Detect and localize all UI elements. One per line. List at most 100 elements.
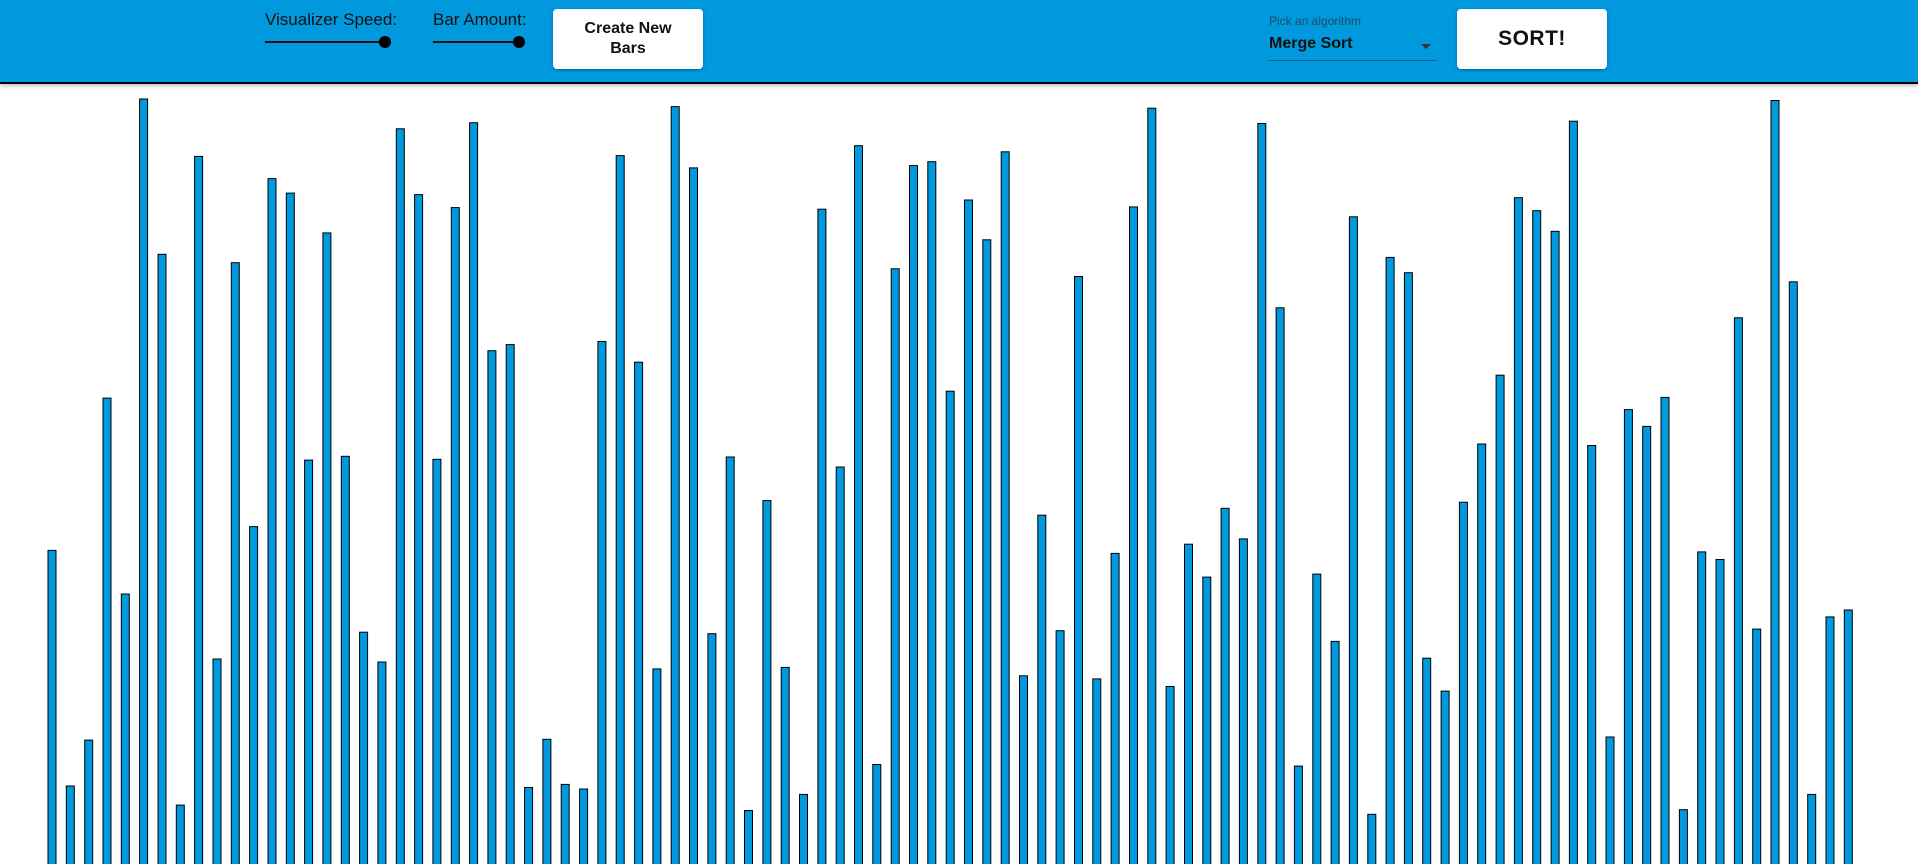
- bar: [1568, 120, 1578, 864]
- bar: [102, 397, 112, 864]
- bar: [359, 631, 369, 864]
- bar: [670, 106, 680, 864]
- top-toolbar: Visualizer Speed: Bar Amount: Create New…: [0, 0, 1918, 84]
- bar: [1074, 276, 1083, 864]
- bar: [139, 98, 149, 864]
- bar: [1623, 409, 1633, 864]
- bar: [1605, 736, 1615, 864]
- bar: [982, 239, 992, 864]
- bar: [505, 344, 515, 864]
- bar: [1697, 551, 1707, 864]
- bar: [1495, 374, 1505, 864]
- bar: [707, 633, 717, 864]
- bar: [1165, 686, 1175, 864]
- bar: [1825, 616, 1835, 864]
- bar: [1330, 640, 1340, 864]
- bar: [560, 783, 570, 864]
- bar: [1587, 445, 1597, 864]
- bar-amount-control: Bar Amount:: [433, 10, 527, 30]
- bar: [799, 793, 808, 864]
- bar: [1110, 552, 1120, 864]
- bar: [909, 165, 918, 864]
- bar: [1147, 107, 1157, 864]
- algorithm-select[interactable]: Pick an algorithm Merge Sort: [1269, 14, 1437, 61]
- bar: [964, 199, 973, 864]
- bar: [1642, 425, 1652, 864]
- bar: [377, 661, 387, 864]
- bar: [322, 232, 332, 864]
- bar: [1184, 543, 1193, 864]
- bar-amount-label: Bar Amount:: [433, 10, 527, 29]
- bar-amount-slider[interactable]: [433, 36, 525, 48]
- bar: [1513, 197, 1523, 864]
- algorithm-select-value: Merge Sort: [1269, 35, 1353, 52]
- bar: [84, 739, 94, 864]
- bar: [1092, 678, 1102, 864]
- bar: [762, 500, 772, 864]
- bar: [634, 361, 644, 864]
- bar: [1019, 675, 1028, 864]
- bar: [1037, 514, 1047, 864]
- bar: [1807, 793, 1817, 864]
- bar: [689, 167, 698, 864]
- bar: [65, 785, 75, 864]
- bar: [1367, 813, 1377, 864]
- bar: [1733, 317, 1743, 864]
- bar: [1477, 443, 1487, 864]
- bar: [744, 810, 753, 864]
- bar: [249, 526, 259, 864]
- bar: [450, 207, 460, 864]
- bar: [304, 459, 314, 864]
- bar-chart: [47, 98, 1853, 864]
- bar: [579, 788, 589, 864]
- create-new-bars-button[interactable]: Create New Bars: [553, 9, 703, 69]
- bar: [945, 390, 955, 864]
- bar: [1550, 230, 1560, 864]
- bar: [1660, 396, 1670, 864]
- visualizer-speed-control: Visualizer Speed:: [265, 10, 397, 30]
- bar: [194, 155, 204, 864]
- bar: [1770, 100, 1780, 864]
- bar: [725, 456, 735, 864]
- bar: [487, 350, 497, 864]
- bar: [1238, 538, 1248, 864]
- bar: [1312, 573, 1322, 864]
- bar: [1257, 123, 1267, 864]
- bar: [1843, 609, 1853, 864]
- caret-down-icon[interactable]: [1421, 44, 1431, 49]
- bar: [1275, 307, 1285, 864]
- sort-button[interactable]: SORT!: [1457, 9, 1607, 69]
- bar: [1403, 272, 1413, 864]
- visualizer-speed-slider[interactable]: [265, 36, 391, 48]
- bar: [1055, 630, 1065, 864]
- bar: [597, 341, 607, 864]
- bar: [1202, 576, 1212, 864]
- bar: [1422, 657, 1432, 864]
- bar: [1788, 281, 1798, 864]
- bar: [835, 466, 845, 864]
- bar: [414, 194, 424, 864]
- bar: [1458, 501, 1468, 864]
- bar: [120, 593, 130, 864]
- bar: [432, 458, 442, 864]
- bar: [1678, 809, 1688, 864]
- bar: [1440, 690, 1450, 864]
- bar: [1752, 628, 1762, 864]
- bar: [175, 804, 185, 864]
- bar: [890, 268, 900, 864]
- bar: [1129, 206, 1138, 864]
- bar: [1348, 216, 1358, 864]
- bar: [1715, 559, 1725, 864]
- bar: [1220, 507, 1230, 864]
- bar: [927, 161, 937, 864]
- bar: [854, 145, 863, 864]
- bar-amount-thumb[interactable]: [513, 36, 525, 48]
- bar: [212, 658, 222, 864]
- bar-visualizer: [0, 84, 1918, 864]
- bar: [872, 764, 882, 864]
- bar: [469, 122, 479, 864]
- bar: [542, 738, 552, 864]
- bar: [1532, 210, 1542, 864]
- visualizer-speed-thumb[interactable]: [379, 36, 391, 48]
- visualizer-speed-label: Visualizer Speed:: [265, 10, 397, 29]
